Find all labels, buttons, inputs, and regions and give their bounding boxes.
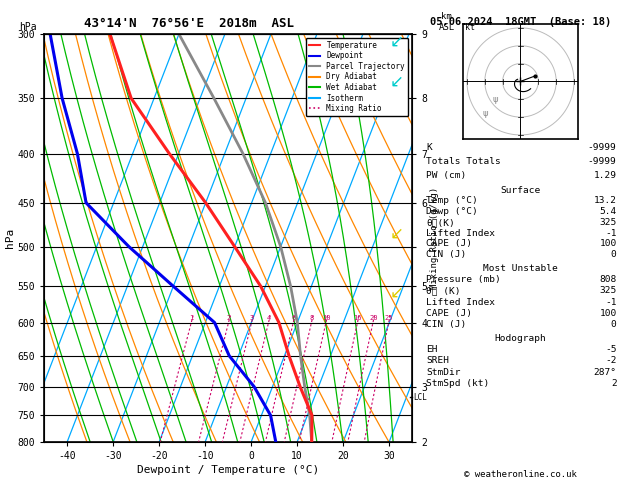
Text: © weatheronline.co.uk: © weatheronline.co.uk [464, 470, 577, 479]
Text: 20: 20 [369, 315, 377, 321]
Text: LCL: LCL [413, 393, 427, 402]
Text: -1: -1 [605, 297, 616, 307]
Text: 0: 0 [611, 250, 616, 259]
Text: EH: EH [426, 345, 438, 354]
Text: Surface: Surface [501, 186, 540, 194]
Text: 325: 325 [599, 218, 616, 227]
Legend: Temperature, Dewpoint, Parcel Trajectory, Dry Adiabat, Wet Adiabat, Isotherm, Mi: Temperature, Dewpoint, Parcel Trajectory… [306, 38, 408, 116]
Text: ψ: ψ [493, 95, 498, 104]
Text: PW (cm): PW (cm) [426, 171, 467, 180]
Text: 100: 100 [599, 309, 616, 318]
Text: Most Unstable: Most Unstable [483, 263, 558, 273]
Text: 16: 16 [353, 315, 362, 321]
Text: 8: 8 [309, 315, 314, 321]
Text: CIN (J): CIN (J) [426, 250, 467, 259]
Text: Lifted Index: Lifted Index [426, 228, 496, 238]
Text: -1: -1 [605, 228, 616, 238]
Text: StmSpd (kt): StmSpd (kt) [426, 379, 490, 388]
Text: θᴛ (K): θᴛ (K) [426, 286, 461, 295]
Text: -5: -5 [605, 345, 616, 354]
Text: 6: 6 [291, 315, 296, 321]
X-axis label: Dewpoint / Temperature (°C): Dewpoint / Temperature (°C) [137, 466, 319, 475]
Text: ↙: ↙ [389, 225, 403, 243]
Text: Totals Totals: Totals Totals [426, 157, 501, 166]
Text: ↙: ↙ [389, 284, 403, 302]
Text: 43°14'N  76°56'E  2018m  ASL: 43°14'N 76°56'E 2018m ASL [84, 17, 294, 30]
Text: Dewp (°C): Dewp (°C) [426, 207, 478, 216]
Text: Lifted Index: Lifted Index [426, 297, 496, 307]
Text: K: K [426, 143, 432, 152]
Text: ↙: ↙ [389, 72, 403, 90]
Text: 100: 100 [599, 240, 616, 248]
Text: CIN (J): CIN (J) [426, 320, 467, 330]
Text: 0: 0 [611, 320, 616, 330]
Text: StmDir: StmDir [426, 367, 461, 377]
Text: θᴛ(K): θᴛ(K) [426, 218, 455, 227]
Text: ψ: ψ [482, 109, 487, 118]
Y-axis label: hPa: hPa [4, 228, 14, 248]
Text: 3: 3 [250, 315, 254, 321]
Text: 05.06.2024  18GMT  (Base: 18): 05.06.2024 18GMT (Base: 18) [430, 17, 611, 27]
Text: 10: 10 [322, 315, 330, 321]
Text: 4: 4 [267, 315, 271, 321]
Text: Temp (°C): Temp (°C) [426, 196, 478, 205]
Text: 287°: 287° [594, 367, 616, 377]
Text: hPa: hPa [19, 21, 36, 32]
Text: 5.4: 5.4 [599, 207, 616, 216]
Text: 808: 808 [599, 275, 616, 284]
Text: -2: -2 [605, 356, 616, 365]
Text: 1: 1 [189, 315, 194, 321]
Text: 13.2: 13.2 [594, 196, 616, 205]
Text: 2: 2 [611, 379, 616, 388]
Text: -9999: -9999 [588, 157, 616, 166]
Text: 2: 2 [227, 315, 231, 321]
Text: CAPE (J): CAPE (J) [426, 309, 472, 318]
Text: 1.29: 1.29 [594, 171, 616, 180]
Text: km
ASL: km ASL [438, 12, 455, 32]
Text: 325: 325 [599, 286, 616, 295]
Text: ↙: ↙ [389, 33, 403, 51]
Text: Hodograph: Hodograph [494, 334, 547, 343]
Text: -9999: -9999 [588, 143, 616, 152]
Text: CAPE (J): CAPE (J) [426, 240, 472, 248]
Text: Pressure (mb): Pressure (mb) [426, 275, 501, 284]
Text: 25: 25 [385, 315, 393, 321]
Text: SREH: SREH [426, 356, 450, 365]
Y-axis label: Mixing Ratio (g/kg): Mixing Ratio (g/kg) [430, 187, 438, 289]
Text: kt: kt [465, 23, 475, 32]
